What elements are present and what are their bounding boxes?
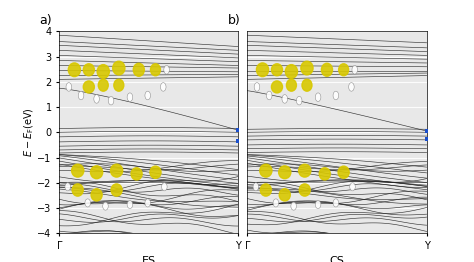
Text: b): b) xyxy=(228,14,240,28)
X-axis label: CS: CS xyxy=(329,256,345,262)
X-axis label: ES: ES xyxy=(142,256,156,262)
Text: a): a) xyxy=(39,14,52,28)
Y-axis label: $E - E_{\rm F}$(eV): $E - E_{\rm F}$(eV) xyxy=(22,107,36,157)
